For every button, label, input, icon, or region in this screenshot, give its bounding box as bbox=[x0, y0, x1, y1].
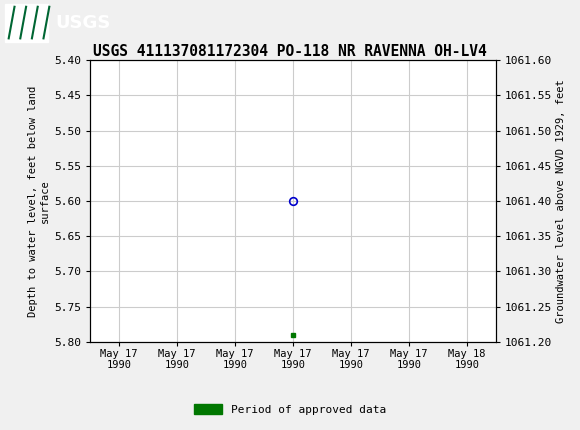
Text: USGS 411137081172304 PO-118 NR RAVENNA OH-LV4: USGS 411137081172304 PO-118 NR RAVENNA O… bbox=[93, 44, 487, 59]
Y-axis label: Depth to water level, feet below land
surface: Depth to water level, feet below land su… bbox=[28, 86, 50, 316]
Text: USGS: USGS bbox=[55, 14, 110, 31]
Y-axis label: Groundwater level above NGVD 1929, feet: Groundwater level above NGVD 1929, feet bbox=[556, 79, 566, 323]
Legend: Period of approved data: Period of approved data bbox=[190, 400, 390, 419]
Bar bbox=[5, 3, 48, 42]
